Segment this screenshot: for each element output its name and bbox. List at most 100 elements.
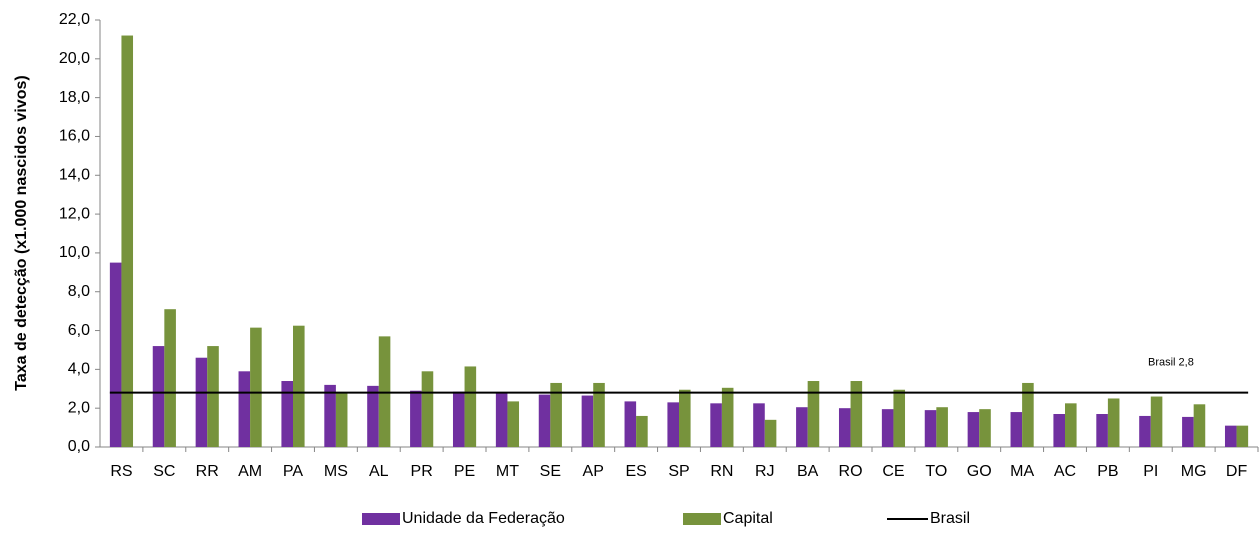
bar bbox=[893, 389, 906, 447]
reference-label: Brasil 2,8 bbox=[1148, 357, 1194, 369]
bar bbox=[1224, 425, 1237, 447]
x-tick-label: SC bbox=[153, 463, 175, 480]
bar bbox=[764, 419, 777, 447]
bar bbox=[324, 384, 336, 447]
legend-label: Capital bbox=[723, 510, 773, 527]
bar bbox=[1236, 425, 1249, 447]
x-tick-label: RS bbox=[110, 463, 132, 480]
bar bbox=[1053, 414, 1065, 447]
bar bbox=[495, 392, 508, 447]
bar bbox=[1010, 412, 1023, 447]
y-axis-label: Taxa de detecção (x1.000 nascidos vivos) bbox=[13, 75, 30, 390]
x-tick-label: MA bbox=[1010, 463, 1034, 480]
bar bbox=[550, 382, 562, 447]
y-tick-label: 22,0 bbox=[59, 11, 90, 28]
y-tick-label: 16,0 bbox=[59, 128, 90, 145]
bar bbox=[335, 392, 348, 447]
bar bbox=[538, 394, 551, 447]
bar bbox=[838, 408, 851, 447]
bar bbox=[1150, 396, 1163, 447]
bar bbox=[293, 325, 305, 447]
y-tick-label: 8,0 bbox=[68, 283, 90, 300]
bar bbox=[1065, 403, 1077, 447]
bar bbox=[796, 407, 808, 447]
x-tick-label: AC bbox=[1054, 463, 1076, 480]
x-tick-label: MT bbox=[496, 463, 519, 480]
bar bbox=[807, 381, 820, 447]
bar bbox=[967, 412, 980, 447]
x-tick-label: PR bbox=[411, 463, 433, 480]
bar bbox=[881, 409, 894, 447]
y-tick-label: 0,0 bbox=[68, 438, 90, 455]
bar bbox=[1182, 416, 1194, 447]
y-tick-label: 6,0 bbox=[68, 322, 90, 339]
x-tick-label: ES bbox=[625, 463, 646, 480]
bar bbox=[207, 346, 219, 447]
legend-label: Brasil bbox=[930, 510, 970, 527]
legend-swatch bbox=[362, 513, 400, 525]
bar bbox=[924, 410, 937, 447]
x-tick-label: PA bbox=[283, 463, 303, 480]
bar bbox=[410, 390, 422, 447]
bar bbox=[1096, 414, 1108, 447]
y-tick-label: 18,0 bbox=[59, 89, 90, 106]
x-tick-label: PI bbox=[1143, 463, 1158, 480]
bar bbox=[753, 403, 765, 447]
bar bbox=[624, 401, 637, 447]
bar bbox=[667, 402, 679, 447]
x-tick-label: PB bbox=[1097, 463, 1118, 480]
bar bbox=[593, 382, 605, 447]
bar bbox=[1107, 398, 1120, 447]
bar bbox=[679, 389, 691, 447]
bar bbox=[421, 371, 434, 447]
bar bbox=[850, 381, 863, 447]
bar bbox=[367, 385, 379, 447]
bar bbox=[164, 309, 176, 447]
x-tick-label: CE bbox=[882, 463, 904, 480]
bar bbox=[238, 371, 251, 447]
bar bbox=[1139, 415, 1151, 447]
y-tick-label: 12,0 bbox=[59, 205, 90, 222]
bar bbox=[464, 366, 477, 447]
y-tick-label: 4,0 bbox=[68, 361, 90, 378]
bar bbox=[152, 346, 165, 447]
y-tick-label: 14,0 bbox=[59, 166, 90, 183]
bar bbox=[109, 262, 122, 447]
bar bbox=[452, 391, 465, 447]
legend-swatch bbox=[683, 513, 721, 525]
bar bbox=[121, 35, 134, 447]
bar bbox=[636, 415, 648, 447]
bar bbox=[195, 357, 208, 447]
bar bbox=[581, 395, 594, 447]
y-tick-label: 20,0 bbox=[59, 50, 90, 67]
bar bbox=[1193, 404, 1206, 447]
x-tick-label: AP bbox=[583, 463, 604, 480]
x-tick-label: SE bbox=[540, 463, 561, 480]
x-tick-label: BA bbox=[797, 463, 819, 480]
x-tick-label: GO bbox=[967, 463, 992, 480]
x-tick-label: RJ bbox=[755, 463, 775, 480]
x-tick-label: TO bbox=[925, 463, 947, 480]
y-tick-label: 2,0 bbox=[68, 399, 90, 416]
x-tick-label: PE bbox=[454, 463, 475, 480]
x-tick-label: RN bbox=[710, 463, 733, 480]
x-tick-label: MG bbox=[1181, 463, 1207, 480]
x-tick-label: MS bbox=[324, 463, 348, 480]
bar bbox=[710, 403, 722, 447]
bar bbox=[721, 387, 734, 447]
legend-label: Unidade da Federação bbox=[402, 510, 565, 527]
y-tick-label: 10,0 bbox=[59, 244, 90, 261]
x-tick-label: RR bbox=[196, 463, 219, 480]
x-tick-label: AM bbox=[238, 463, 262, 480]
bar bbox=[936, 407, 948, 447]
x-tick-label: DF bbox=[1226, 463, 1248, 480]
bar bbox=[507, 401, 520, 447]
x-tick-label: SP bbox=[668, 463, 689, 480]
bar bbox=[281, 381, 293, 447]
bar bbox=[250, 327, 262, 447]
bar bbox=[1022, 382, 1034, 447]
x-tick-label: AL bbox=[369, 463, 389, 480]
x-tick-label: RO bbox=[839, 463, 863, 480]
bar bbox=[979, 409, 991, 447]
